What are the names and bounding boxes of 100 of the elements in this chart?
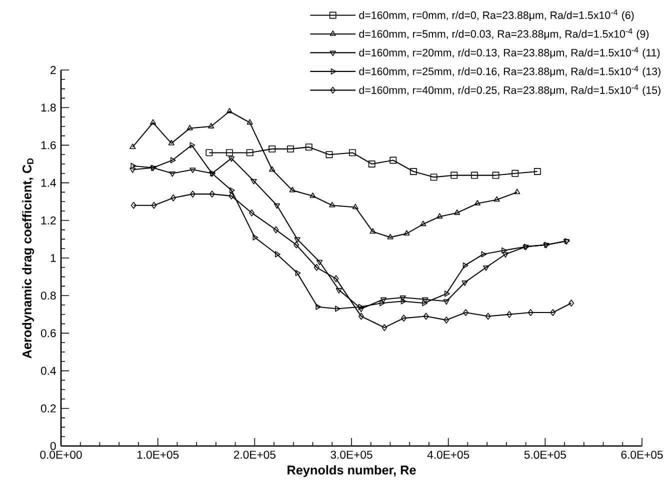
point bbox=[471, 172, 478, 179]
point bbox=[190, 142, 196, 148]
point bbox=[401, 314, 406, 322]
point bbox=[368, 160, 376, 168]
y-tick-label: 1.4 bbox=[41, 178, 56, 187]
point bbox=[474, 200, 480, 206]
point bbox=[568, 300, 574, 307]
point bbox=[190, 168, 196, 174]
point bbox=[430, 174, 438, 181]
point bbox=[209, 190, 215, 198]
point bbox=[494, 196, 500, 202]
point bbox=[370, 228, 376, 234]
point bbox=[443, 299, 450, 305]
point bbox=[390, 156, 397, 164]
point bbox=[528, 309, 534, 316]
y-tick-label: 0 bbox=[50, 442, 56, 450]
point bbox=[289, 186, 296, 192]
point bbox=[423, 312, 429, 320]
legend-label: d=160mm, r=20mm, r/d=0.13, Ra=23.88μm, Ra/d=1.5x10$^{-4}$ (11) bbox=[359, 47, 660, 59]
point bbox=[269, 166, 276, 172]
point bbox=[252, 234, 258, 240]
y-tick-label: 1 bbox=[50, 254, 56, 262]
x-tick-label: 6.0E+05 bbox=[621, 450, 663, 459]
point bbox=[387, 234, 394, 240]
point bbox=[230, 187, 235, 194]
point bbox=[246, 119, 253, 125]
point bbox=[287, 145, 294, 152]
point bbox=[450, 172, 458, 179]
point bbox=[420, 220, 426, 226]
x-tick-label: 0.0E+00 bbox=[40, 450, 82, 459]
point bbox=[436, 213, 443, 219]
point bbox=[400, 298, 406, 304]
point bbox=[506, 310, 512, 318]
y-tick-label: 0.2 bbox=[40, 404, 56, 412]
point bbox=[151, 202, 157, 209]
legend-label: d=160mm, r=5mm, r/d=0.03, Ra=23.88μm, Ra/d=1.5x10$^{-4}$ (9) bbox=[359, 28, 649, 40]
point bbox=[316, 260, 323, 266]
y-tick-label: 0.4 bbox=[40, 366, 56, 375]
point bbox=[249, 209, 254, 216]
y-tick-label: 0.6 bbox=[40, 329, 56, 338]
point bbox=[404, 230, 410, 236]
point bbox=[246, 149, 254, 156]
point bbox=[273, 226, 279, 234]
point bbox=[485, 312, 491, 320]
point bbox=[208, 122, 214, 128]
x-tick-label: 2.0E+05 bbox=[234, 450, 276, 459]
point bbox=[534, 168, 541, 175]
y-tick-label: 1.6 bbox=[41, 141, 56, 150]
point bbox=[400, 296, 406, 301]
point bbox=[305, 144, 312, 151]
point bbox=[130, 202, 136, 209]
point bbox=[512, 170, 519, 177]
point bbox=[268, 145, 276, 152]
point bbox=[250, 178, 257, 184]
point bbox=[226, 108, 233, 114]
point bbox=[206, 149, 213, 156]
point bbox=[170, 194, 176, 202]
x-tick-label: 3.0E+05 bbox=[330, 450, 372, 459]
point bbox=[130, 168, 136, 174]
point bbox=[190, 190, 196, 198]
point bbox=[228, 156, 234, 162]
point bbox=[170, 157, 176, 164]
legend-label: d=160mm, r=40mm, r/d=0.25, Ra=23.88μm, Ra/d=1.5x10$^{-4}$ (15) bbox=[359, 84, 660, 96]
point bbox=[329, 202, 336, 208]
y-axis-title: Aerodynamic drag coefficient, C$_{D}$ bbox=[22, 158, 34, 358]
point bbox=[295, 270, 301, 276]
point bbox=[228, 192, 234, 200]
point bbox=[462, 262, 468, 269]
point bbox=[294, 241, 300, 248]
point bbox=[382, 324, 388, 332]
point bbox=[514, 188, 520, 194]
point bbox=[226, 149, 233, 156]
point bbox=[380, 297, 387, 303]
x-tick-label: 5.0E+05 bbox=[524, 450, 566, 459]
point bbox=[316, 304, 322, 310]
point bbox=[444, 290, 450, 297]
point bbox=[352, 204, 358, 210]
point bbox=[168, 140, 174, 146]
point bbox=[130, 144, 136, 150]
point bbox=[130, 162, 136, 169]
point bbox=[481, 251, 487, 258]
legend-label: d=160mm, r=0mm, r/d=0, Ra=23.88μm, Ra/d=1.5x10$^{-4}$ (6) bbox=[359, 10, 634, 22]
point bbox=[333, 275, 339, 282]
point bbox=[410, 168, 417, 175]
x-axis-title: Reynolds number, Re bbox=[288, 465, 416, 478]
y-tick-label: 2 bbox=[50, 66, 56, 74]
point bbox=[463, 309, 468, 316]
point bbox=[380, 300, 385, 306]
y-tick-label: 0.8 bbox=[40, 292, 56, 300]
y-tick-label: 1.8 bbox=[41, 104, 56, 112]
x-tick-label: 1.0E+05 bbox=[137, 450, 179, 459]
x-tick-label: 4.0E+05 bbox=[427, 450, 470, 459]
point bbox=[492, 172, 500, 179]
point bbox=[358, 304, 364, 310]
point bbox=[274, 203, 280, 209]
point bbox=[335, 306, 340, 312]
point bbox=[275, 251, 280, 258]
point bbox=[550, 309, 556, 316]
point bbox=[314, 264, 320, 271]
point bbox=[150, 119, 156, 125]
